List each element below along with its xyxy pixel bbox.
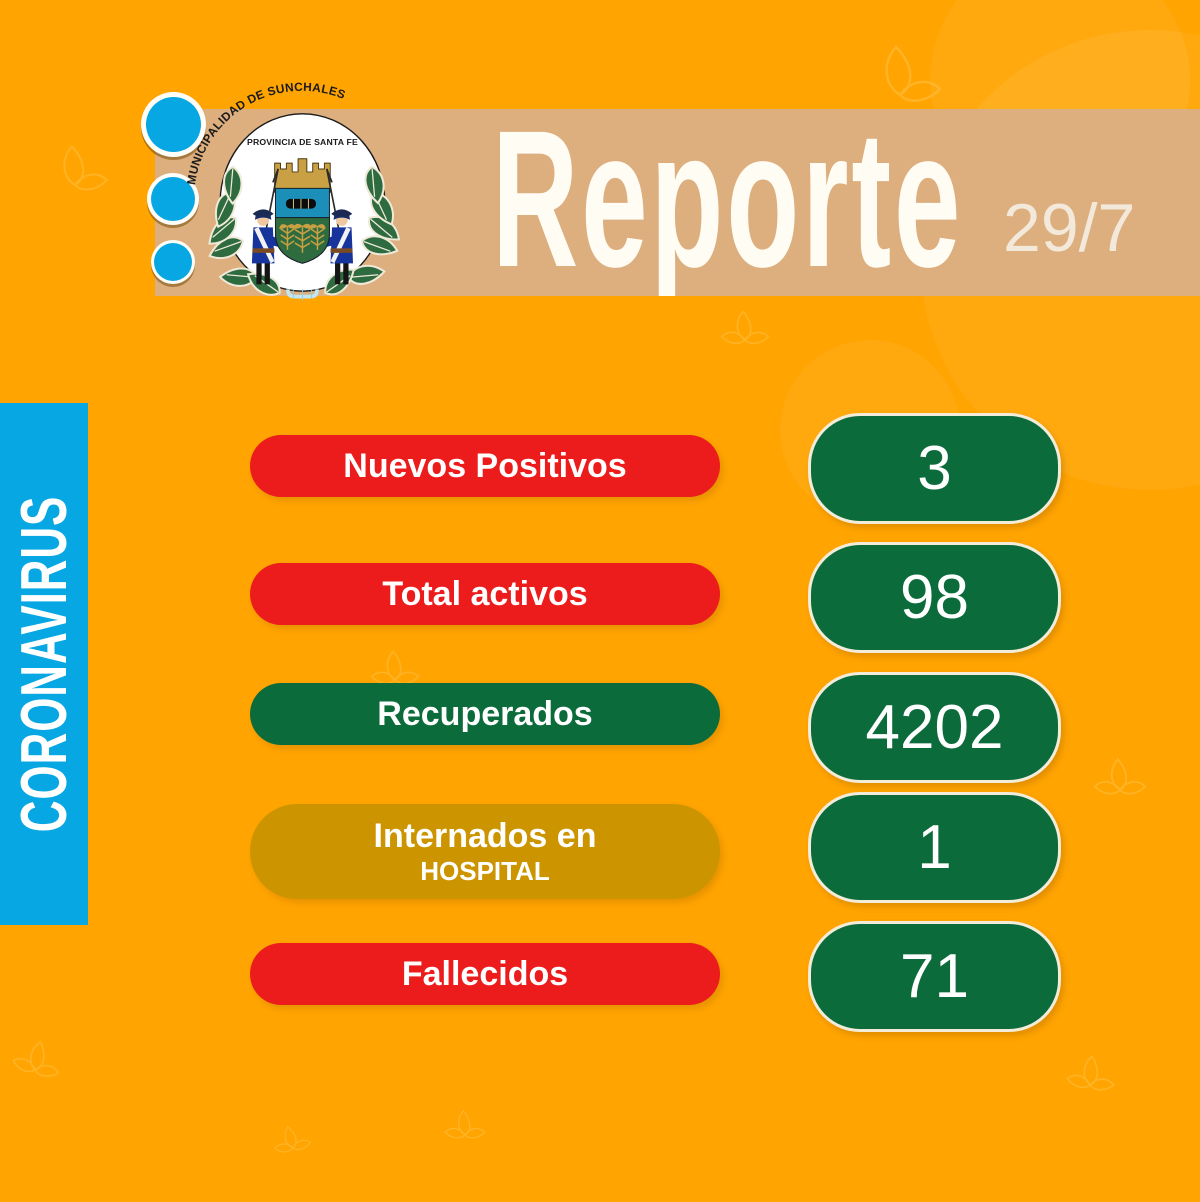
- svg-text:PROVINCIA DE SANTA FE: PROVINCIA DE SANTA FE: [247, 137, 358, 147]
